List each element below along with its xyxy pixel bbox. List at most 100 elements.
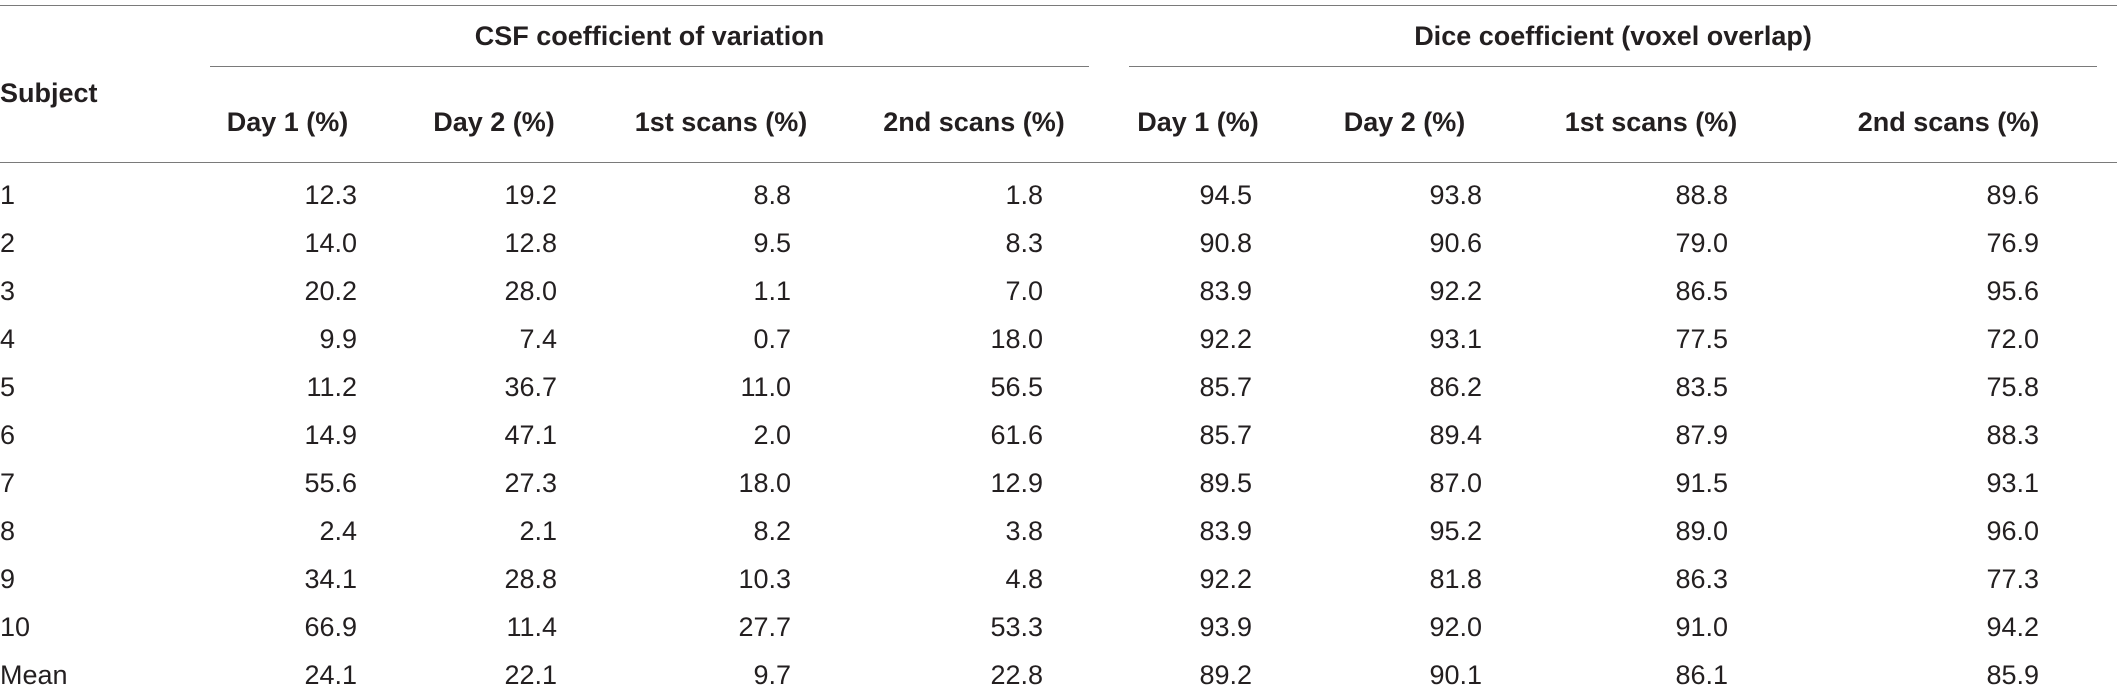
value-cell: 77.3	[1780, 555, 2117, 603]
subject-cell: Mean	[0, 651, 190, 699]
value-cell: 85.7	[1109, 363, 1287, 411]
value-cell: 2.1	[385, 507, 603, 555]
value-cell: 85.7	[1109, 411, 1287, 459]
value-cell: 0.7	[603, 315, 839, 363]
value-cell: 7.0	[839, 267, 1109, 315]
value-cell: 27.7	[603, 603, 839, 651]
value-cell: 12.8	[385, 219, 603, 267]
column-header: 1st scans (%)	[1522, 82, 1780, 163]
value-cell: 12.9	[839, 459, 1109, 507]
value-cell: 90.6	[1287, 219, 1522, 267]
value-cell: 86.2	[1287, 363, 1522, 411]
dice-group-header: Dice coefficient (voxel overlap)	[1109, 6, 2117, 83]
value-cell: 88.8	[1522, 163, 1780, 220]
table-header: Subject CSF coefficient of variation Dic…	[0, 6, 2117, 163]
value-cell: 83.5	[1522, 363, 1780, 411]
column-header: 1st scans (%)	[603, 82, 839, 163]
value-cell: 88.3	[1780, 411, 2117, 459]
value-cell: 9.9	[190, 315, 385, 363]
value-cell: 92.2	[1109, 555, 1287, 603]
value-cell: 90.8	[1109, 219, 1287, 267]
value-cell: 89.6	[1780, 163, 2117, 220]
value-cell: 89.0	[1522, 507, 1780, 555]
value-cell: 86.3	[1522, 555, 1780, 603]
subject-cell: 7	[0, 459, 190, 507]
value-cell: 93.8	[1287, 163, 1522, 220]
value-cell: 95.2	[1287, 507, 1522, 555]
subject-cell: 4	[0, 315, 190, 363]
value-cell: 87.0	[1287, 459, 1522, 507]
subject-cell: 8	[0, 507, 190, 555]
value-cell: 27.3	[385, 459, 603, 507]
value-cell: 86.1	[1522, 651, 1780, 699]
value-cell: 93.1	[1780, 459, 2117, 507]
value-cell: 89.5	[1109, 459, 1287, 507]
column-header: 2nd scans (%)	[1780, 82, 2117, 163]
value-cell: 66.9	[190, 603, 385, 651]
subject-cell: 6	[0, 411, 190, 459]
value-cell: 83.9	[1109, 507, 1287, 555]
value-cell: 94.2	[1780, 603, 2117, 651]
results-table: Subject CSF coefficient of variation Dic…	[0, 5, 2117, 699]
value-cell: 61.6	[839, 411, 1109, 459]
value-cell: 18.0	[839, 315, 1109, 363]
value-cell: 2.4	[190, 507, 385, 555]
value-cell: 55.6	[190, 459, 385, 507]
value-cell: 28.0	[385, 267, 603, 315]
subject-cell: 3	[0, 267, 190, 315]
value-cell: 22.8	[839, 651, 1109, 699]
value-cell: 12.3	[190, 163, 385, 220]
group-header-row: Subject CSF coefficient of variation Dic…	[0, 6, 2117, 83]
subject-cell: 9	[0, 555, 190, 603]
value-cell: 8.2	[603, 507, 839, 555]
value-cell: 77.5	[1522, 315, 1780, 363]
column-header: Day 1 (%)	[190, 82, 385, 163]
column-header: Day 1 (%)	[1109, 82, 1287, 163]
value-cell: 87.9	[1522, 411, 1780, 459]
value-cell: 93.1	[1287, 315, 1522, 363]
value-cell: 10.3	[603, 555, 839, 603]
column-header: 2nd scans (%)	[839, 82, 1109, 163]
value-cell: 47.1	[385, 411, 603, 459]
value-cell: 36.7	[385, 363, 603, 411]
value-cell: 8.3	[839, 219, 1109, 267]
value-cell: 7.4	[385, 315, 603, 363]
column-header: Day 2 (%)	[1287, 82, 1522, 163]
value-cell: 3.8	[839, 507, 1109, 555]
dice-group-header-label: Dice coefficient (voxel overlap)	[1129, 21, 2097, 67]
value-cell: 1.8	[839, 163, 1109, 220]
value-cell: 72.0	[1780, 315, 2117, 363]
value-cell: 28.8	[385, 555, 603, 603]
value-cell: 18.0	[603, 459, 839, 507]
value-cell: 95.6	[1780, 267, 2117, 315]
value-cell: 56.5	[839, 363, 1109, 411]
value-cell: 75.8	[1780, 363, 2117, 411]
value-cell: 89.2	[1109, 651, 1287, 699]
value-cell: 19.2	[385, 163, 603, 220]
value-cell: 86.5	[1522, 267, 1780, 315]
subject-column-header: Subject	[0, 6, 190, 163]
value-cell: 89.4	[1287, 411, 1522, 459]
subject-cell: 2	[0, 219, 190, 267]
value-cell: 24.1	[190, 651, 385, 699]
value-cell: 96.0	[1780, 507, 2117, 555]
value-cell: 91.5	[1522, 459, 1780, 507]
value-cell: 94.5	[1109, 163, 1287, 220]
value-cell: 90.1	[1287, 651, 1522, 699]
value-cell: 79.0	[1522, 219, 1780, 267]
value-cell: 92.2	[1287, 267, 1522, 315]
value-cell: 34.1	[190, 555, 385, 603]
value-cell: 53.3	[839, 603, 1109, 651]
value-cell: 4.8	[839, 555, 1109, 603]
